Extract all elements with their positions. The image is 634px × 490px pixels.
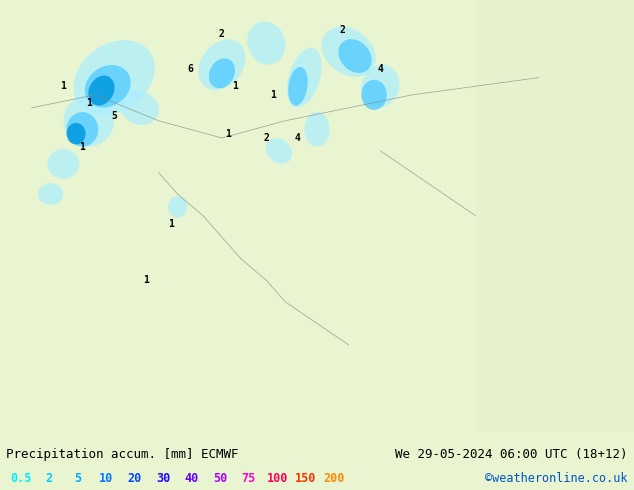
Text: 1: 1 — [225, 129, 231, 139]
Ellipse shape — [48, 149, 79, 179]
Ellipse shape — [198, 39, 245, 90]
Ellipse shape — [266, 138, 292, 164]
Text: 40: 40 — [184, 472, 199, 485]
Text: 1: 1 — [168, 219, 174, 229]
Text: 1: 1 — [60, 81, 67, 91]
Text: 75: 75 — [242, 472, 256, 485]
Text: Precipitation accum. [mm] ECMWF: Precipitation accum. [mm] ECMWF — [6, 448, 239, 461]
Text: 4: 4 — [295, 133, 301, 143]
Text: 20: 20 — [127, 472, 142, 485]
Ellipse shape — [288, 67, 307, 105]
Ellipse shape — [88, 75, 115, 105]
Text: 1: 1 — [79, 142, 86, 151]
Text: 30: 30 — [156, 472, 171, 485]
Ellipse shape — [247, 22, 285, 65]
Ellipse shape — [321, 27, 376, 77]
Text: 5: 5 — [74, 472, 81, 485]
Text: 6: 6 — [187, 64, 193, 74]
Ellipse shape — [339, 39, 372, 73]
Text: 1: 1 — [143, 275, 149, 285]
Text: 2: 2 — [46, 472, 53, 485]
Text: 0.5: 0.5 — [10, 472, 31, 485]
Ellipse shape — [67, 112, 98, 147]
Text: 100: 100 — [267, 472, 288, 485]
Ellipse shape — [361, 65, 399, 108]
Text: 150: 150 — [295, 472, 316, 485]
Ellipse shape — [74, 40, 155, 115]
Ellipse shape — [304, 112, 330, 147]
Text: 2: 2 — [339, 25, 346, 35]
Text: 1: 1 — [86, 98, 92, 108]
Ellipse shape — [361, 80, 387, 110]
Text: 200: 200 — [324, 472, 345, 485]
Ellipse shape — [67, 123, 86, 145]
Ellipse shape — [85, 65, 131, 107]
Text: 2: 2 — [219, 29, 225, 40]
Text: 1: 1 — [269, 90, 276, 100]
Text: ©weatheronline.co.uk: ©weatheronline.co.uk — [485, 472, 628, 485]
Text: We 29-05-2024 06:00 UTC (18+12): We 29-05-2024 06:00 UTC (18+12) — [395, 448, 628, 461]
Ellipse shape — [38, 183, 63, 205]
Ellipse shape — [168, 196, 187, 218]
Text: 4: 4 — [377, 64, 384, 74]
Ellipse shape — [287, 48, 321, 107]
Text: 2: 2 — [263, 133, 269, 143]
Ellipse shape — [209, 58, 235, 88]
Ellipse shape — [63, 95, 114, 147]
Ellipse shape — [120, 91, 158, 125]
Text: 1: 1 — [231, 81, 238, 91]
Polygon shape — [476, 0, 634, 431]
Text: 5: 5 — [111, 111, 117, 122]
Text: 50: 50 — [213, 472, 228, 485]
Text: 10: 10 — [99, 472, 113, 485]
